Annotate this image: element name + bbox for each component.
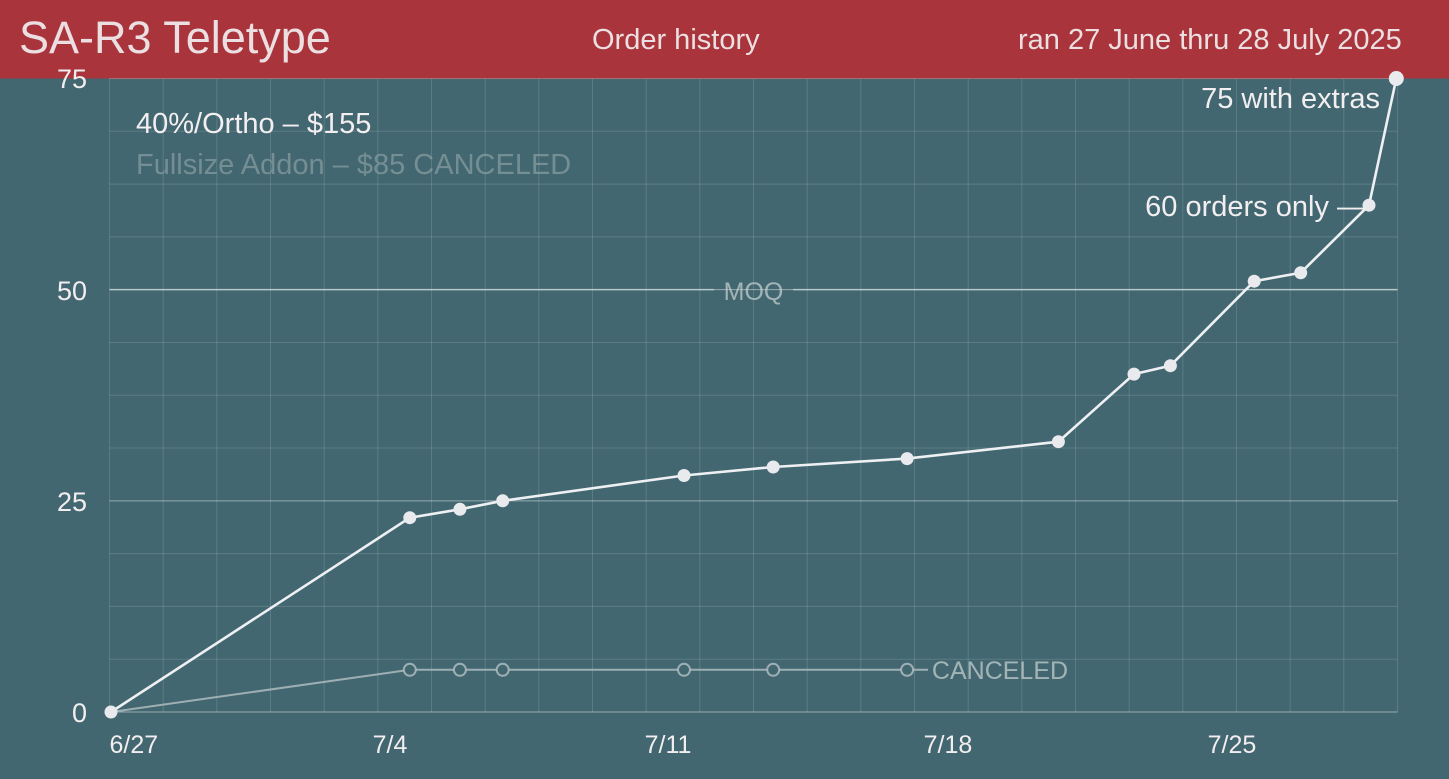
svg-text:6/27: 6/27 [110, 731, 159, 759]
svg-text:50: 50 [57, 276, 87, 306]
svg-text:7/25: 7/25 [1208, 731, 1257, 759]
svg-text:60 orders only —: 60 orders only — [1145, 191, 1366, 223]
svg-text:7/4: 7/4 [373, 731, 408, 759]
svg-text:40%/Ortho – $155: 40%/Ortho – $155 [136, 108, 371, 140]
svg-text:75: 75 [57, 64, 87, 94]
svg-text:MOQ: MOQ [724, 278, 784, 306]
svg-text:25: 25 [57, 487, 87, 517]
svg-text:Fullsize Addon – $85 CANCELED: Fullsize Addon – $85 CANCELED [136, 149, 571, 181]
svg-text:7/11: 7/11 [645, 731, 692, 759]
svg-text:0: 0 [72, 698, 87, 728]
svg-text:75 with extras: 75 with extras [1201, 83, 1380, 115]
svg-text:7/18: 7/18 [924, 731, 973, 759]
svg-text:CANCELED: CANCELED [932, 657, 1068, 685]
